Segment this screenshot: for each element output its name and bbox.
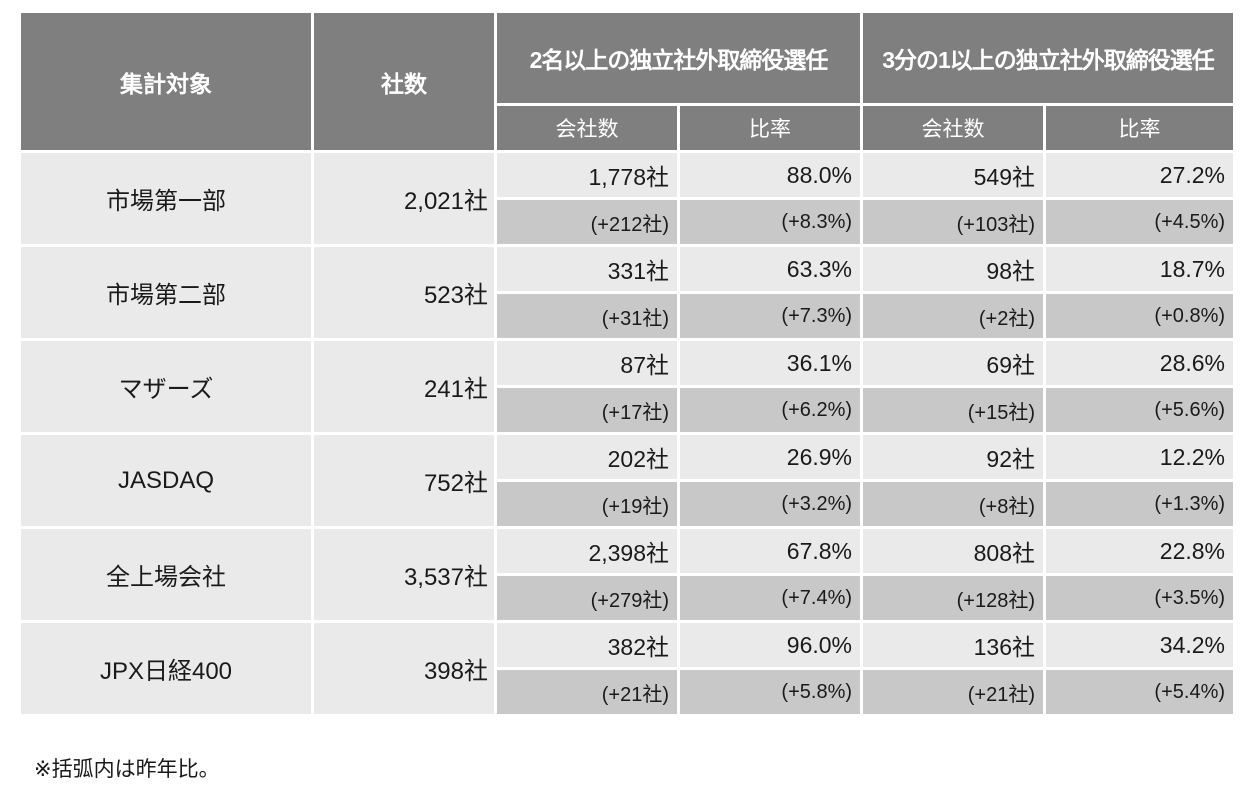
header-company-count: 社数 xyxy=(314,13,494,150)
row-total: 523社 xyxy=(314,247,494,338)
value-cell: 331社 xyxy=(497,247,677,291)
change-cell: (+8社) xyxy=(863,482,1044,526)
value-cell: 92社 xyxy=(863,435,1044,479)
table-row: 市場第一部 2,021社 1,778社 88.0% 549社 27.2% xyxy=(21,153,1234,244)
subheader-ratio-2: 比率 xyxy=(1046,106,1234,150)
value-cell: 88.0% xyxy=(680,153,861,197)
change-cell: (+3.2%) xyxy=(680,482,861,526)
change-cell: (+2社) xyxy=(863,294,1044,338)
value-cell: 382社 xyxy=(497,623,677,667)
value-cell: 63.3% xyxy=(680,247,861,291)
footnote: ※括弧内は昨年比。 xyxy=(34,758,220,781)
change-cell: (+279社) xyxy=(497,576,677,620)
change-cell: (+21社) xyxy=(863,670,1044,714)
value-cell: 26.9% xyxy=(680,435,861,479)
row-total: 2,021社 xyxy=(314,153,494,244)
table-row: マザーズ 241社 87社 36.1% 69社 28.6% xyxy=(21,341,1234,432)
table-row-change: (+19社) (+3.2%) (+8社) (+1.3%) xyxy=(21,482,1234,526)
row-label: JPX日経400 xyxy=(21,623,311,714)
value-cell: 67.8% xyxy=(680,529,861,573)
change-cell: (+7.4%) xyxy=(680,576,861,620)
row-label: JASDAQ xyxy=(21,435,311,526)
row-label: 市場第二部 xyxy=(21,247,311,338)
change-cell: (+0.8%) xyxy=(1046,294,1234,338)
value-cell: 808社 xyxy=(863,529,1044,573)
table-row: JASDAQ 752社 202社 26.9% 92社 12.2% xyxy=(21,435,1234,526)
header-target: 集計対象 xyxy=(21,13,311,150)
table-row-change: (+21社) (+5.8%) (+21社) (+5.4%) xyxy=(21,670,1234,714)
value-cell: 22.8% xyxy=(1046,529,1234,573)
value-cell: 98社 xyxy=(863,247,1044,291)
change-cell: (+8.3%) xyxy=(680,200,861,244)
header-group-one-third: 3分の1以上の独立社外取締役選任 xyxy=(863,13,1234,103)
change-cell: (+3.5%) xyxy=(1046,576,1234,620)
header-group-two-or-more: 2名以上の独立社外取締役選任 xyxy=(497,13,861,103)
subheader-ratio-1: 比率 xyxy=(680,106,861,150)
value-cell: 18.7% xyxy=(1046,247,1234,291)
value-cell: 96.0% xyxy=(680,623,861,667)
value-cell: 1,778社 xyxy=(497,153,677,197)
value-cell: 27.2% xyxy=(1046,153,1234,197)
row-total: 752社 xyxy=(314,435,494,526)
independent-directors-table: 集計対象 社数 2名以上の独立社外取締役選任 3分の1以上の独立社外取締役選任 … xyxy=(18,10,1236,717)
subheader-companies-2: 会社数 xyxy=(863,106,1044,150)
change-cell: (+103社) xyxy=(863,200,1044,244)
table-row: 市場第二部 523社 331社 63.3% 98社 18.7% xyxy=(21,247,1234,338)
value-cell: 87社 xyxy=(497,341,677,385)
change-cell: (+19社) xyxy=(497,482,677,526)
row-total: 398社 xyxy=(314,623,494,714)
change-cell: (+5.6%) xyxy=(1046,388,1234,432)
change-cell: (+212社) xyxy=(497,200,677,244)
change-cell: (+15社) xyxy=(863,388,1044,432)
change-cell: (+31社) xyxy=(497,294,677,338)
change-cell: (+7.3%) xyxy=(680,294,861,338)
change-cell: (+21社) xyxy=(497,670,677,714)
row-label: 全上場会社 xyxy=(21,529,311,620)
table-row: JPX日経400 398社 382社 96.0% 136社 34.2% xyxy=(21,623,1234,714)
change-cell: (+4.5%) xyxy=(1046,200,1234,244)
value-cell: 69社 xyxy=(863,341,1044,385)
table-row-change: (+279社) (+7.4%) (+128社) (+3.5%) xyxy=(21,576,1234,620)
change-cell: (+128社) xyxy=(863,576,1044,620)
value-cell: 28.6% xyxy=(1046,341,1234,385)
value-cell: 34.2% xyxy=(1046,623,1234,667)
table-row: 全上場会社 3,537社 2,398社 67.8% 808社 22.8% xyxy=(21,529,1234,620)
table-row-change: (+17社) (+6.2%) (+15社) (+5.6%) xyxy=(21,388,1234,432)
value-cell: 202社 xyxy=(497,435,677,479)
value-cell: 2,398社 xyxy=(497,529,677,573)
change-cell: (+5.8%) xyxy=(680,670,861,714)
row-total: 3,537社 xyxy=(314,529,494,620)
change-cell: (+5.4%) xyxy=(1046,670,1234,714)
change-cell: (+17社) xyxy=(497,388,677,432)
value-cell: 549社 xyxy=(863,153,1044,197)
change-cell: (+6.2%) xyxy=(680,388,861,432)
row-label: 市場第一部 xyxy=(21,153,311,244)
value-cell: 136社 xyxy=(863,623,1044,667)
value-cell: 12.2% xyxy=(1046,435,1234,479)
subheader-companies-1: 会社数 xyxy=(497,106,677,150)
header-row-subcolumns: 会社数 比率 会社数 比率 xyxy=(21,106,1234,150)
row-total: 241社 xyxy=(314,341,494,432)
table-row-change: (+212社) (+8.3%) (+103社) (+4.5%) xyxy=(21,200,1234,244)
table-row-change: (+31社) (+7.3%) (+2社) (+0.8%) xyxy=(21,294,1234,338)
row-label: マザーズ xyxy=(21,341,311,432)
change-cell: (+1.3%) xyxy=(1046,482,1234,526)
value-cell: 36.1% xyxy=(680,341,861,385)
header-row-groups: 集計対象 社数 2名以上の独立社外取締役選任 3分の1以上の独立社外取締役選任 xyxy=(21,13,1234,150)
